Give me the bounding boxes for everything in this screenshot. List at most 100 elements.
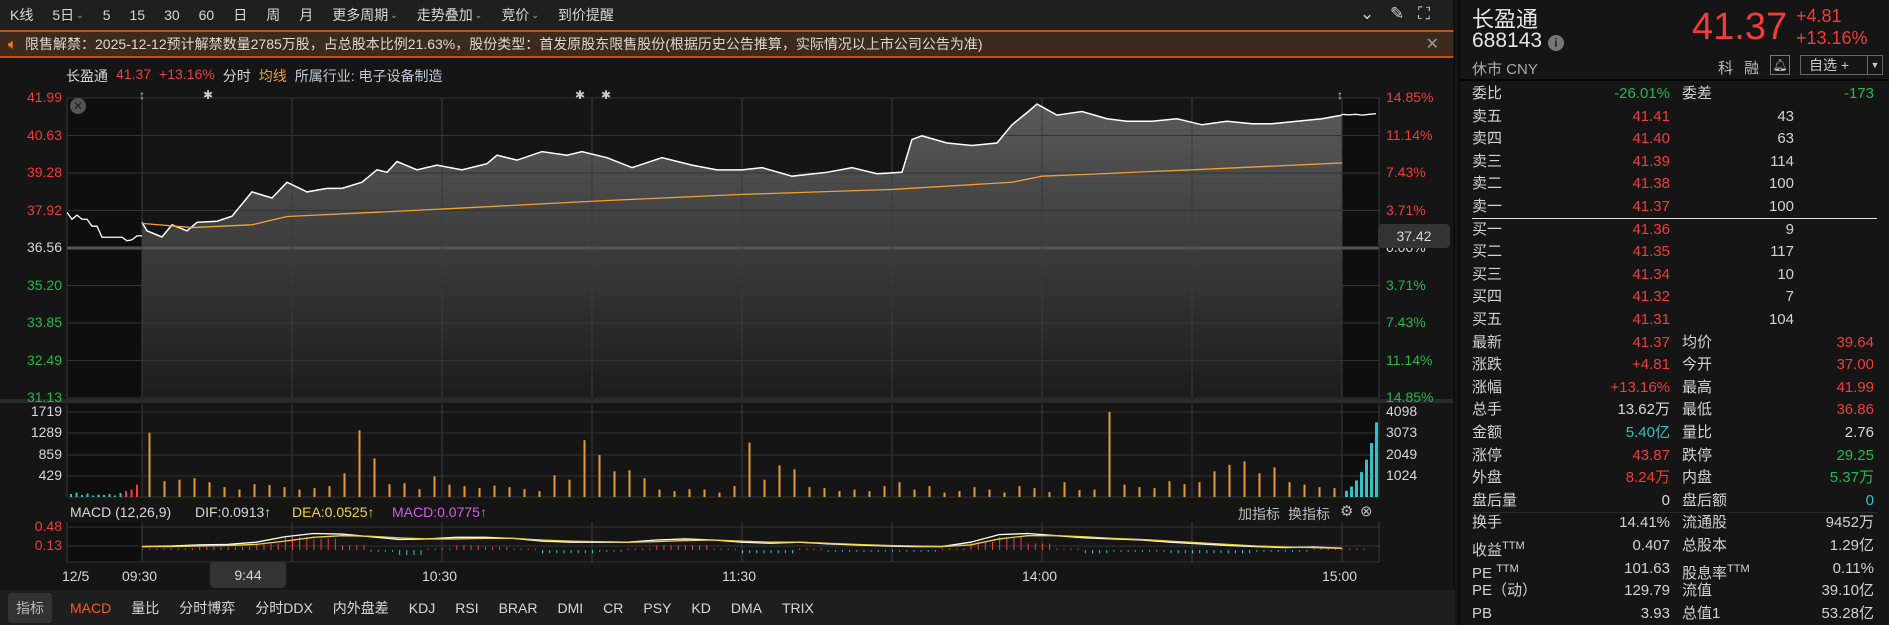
mode-label[interactable]: 分时 <box>222 68 251 84</box>
macd-histogram-bar <box>1220 550 1222 554</box>
post-market-volume-bar <box>1345 490 1348 497</box>
tab-cr[interactable]: CR <box>603 599 624 616</box>
volume-bar <box>1228 464 1231 497</box>
macd-histogram-bar <box>170 548 172 551</box>
watchlist-button[interactable]: 自选 + ▼ <box>1800 55 1883 75</box>
intraday-chart[interactable]: ↕ ✱ ✱ ✱ ↕ ✕ <box>0 0 1455 590</box>
info-icon[interactable]: i <box>1547 35 1564 51</box>
event-marker-icon: ✱ <box>203 88 213 102</box>
toolbar-item[interactable]: 30 <box>164 7 180 23</box>
post-market-price-line <box>1341 113 1377 116</box>
macd-histogram-bar <box>570 550 572 554</box>
macd-histogram-bar <box>1227 550 1229 554</box>
macd-histogram-bar <box>277 543 279 551</box>
chevron-down-icon[interactable]: ⌄ <box>390 9 398 20</box>
macd-histogram-bar <box>1242 550 1243 554</box>
indicator-button[interactable]: 指标 <box>8 592 52 623</box>
macd-histogram-bar <box>1134 550 1136 552</box>
quote-change-pct: +13.16% <box>1796 28 1868 48</box>
macd-histogram-bar <box>656 545 658 551</box>
caret-down-icon[interactable]: ▼ <box>1867 56 1882 74</box>
chevron-down-icon[interactable]: ⌄ <box>76 9 84 20</box>
close-overlay-icon[interactable] <box>70 98 86 114</box>
crosshair-price-label: 37.42 <box>1378 224 1450 248</box>
bell-icon[interactable]: 🔔︎ <box>1770 55 1790 75</box>
macd-histogram-bar <box>1284 550 1286 552</box>
volume-bar <box>1033 488 1036 497</box>
tab-macd[interactable]: MACD <box>70 599 112 616</box>
macd-histogram-bar <box>184 548 186 551</box>
fullscreen-icon[interactable]: ⛶ <box>1418 4 1430 23</box>
stat-row: 涨停 43.87 跌停 29.25 <box>1472 446 1874 464</box>
add-indicator-button[interactable]: 加指标 <box>1238 506 1280 522</box>
price-tick: 36.56 <box>26 239 62 255</box>
toolbar-item[interactable]: 到价提醒 <box>557 7 614 23</box>
macd-histogram-bar <box>1092 550 1093 554</box>
macd-histogram-bar <box>1156 550 1158 552</box>
toolbar-item[interactable]: 月 <box>299 7 314 23</box>
volume-bar <box>268 485 271 497</box>
toolbar-item[interactable]: 5日 <box>52 7 75 23</box>
macd-histogram-bar <box>1013 537 1015 551</box>
volume-bar <box>193 478 196 497</box>
macd-histogram-bar <box>956 548 958 551</box>
macd-histogram-bar <box>1192 550 1193 554</box>
toolbar-item[interactable]: 走势叠加 <box>416 7 473 23</box>
pct-tick: 7.43% <box>1386 314 1426 330</box>
tab-分时博弈[interactable]: 分时博弈 <box>179 599 236 616</box>
circle-chevron-icon[interactable]: ⌄ <box>1360 4 1375 23</box>
volume-bar <box>823 488 826 497</box>
toolbar-item[interactable]: K线 <box>10 7 34 23</box>
macd-value: MACD:0.0775↑ <box>392 504 487 520</box>
macd-histogram-bar <box>1120 550 1122 552</box>
quote-price: 41.37 <box>1692 6 1788 48</box>
tab-kdj[interactable]: KDJ <box>408 599 436 616</box>
volume-bar <box>973 487 976 497</box>
previous-day-volume-area <box>67 404 142 497</box>
avg-line-label[interactable]: 均线 <box>258 68 287 84</box>
chevron-down-icon[interactable]: ⌄ <box>474 9 483 20</box>
macd-histogram-bar <box>692 545 693 551</box>
gear-icon[interactable]: ⚙ <box>1340 503 1354 520</box>
change-indicator-button[interactable]: 换指标 <box>1288 506 1330 522</box>
macd-histogram-bar <box>434 548 436 551</box>
macd-histogram-bar <box>292 537 293 551</box>
close-icon[interactable]: ✕ <box>1425 36 1439 53</box>
tab-内外盘差[interactable]: 内外盘差 <box>332 599 389 616</box>
macd-histogram-bar <box>806 548 808 551</box>
tab-trix[interactable]: TRIX <box>782 599 814 616</box>
toolbar-item[interactable]: 更多周期 <box>332 7 389 23</box>
close-circle-icon[interactable]: ⊗ <box>1360 503 1373 520</box>
volume-tick: 1719 <box>30 403 62 419</box>
volume-bar <box>553 475 556 497</box>
tab-kd[interactable]: KD <box>691 599 711 616</box>
toolbar-item[interactable]: 周 <box>266 7 281 23</box>
tab-量比[interactable]: 量比 <box>131 599 160 616</box>
bid-row: 买二 41.35 117 <box>1472 243 1794 261</box>
macd-histogram-bar <box>834 550 836 552</box>
price-tick: 37.92 <box>26 201 62 218</box>
volume-bar <box>403 483 406 497</box>
macd-histogram-bar <box>792 550 793 554</box>
toolbar-item[interactable]: 5 <box>102 7 111 23</box>
tab-brar[interactable]: BRAR <box>498 599 538 616</box>
tab-rsi[interactable]: RSI <box>455 599 479 616</box>
macd-histogram-bar <box>542 550 543 554</box>
toolbar-item[interactable]: 60 <box>198 7 215 23</box>
volume-bar <box>418 489 421 497</box>
macd-histogram-bar <box>1256 550 1258 552</box>
toolbar-item[interactable]: 15 <box>129 7 146 23</box>
toolbar-item[interactable]: 竞价 <box>501 7 530 23</box>
macd-histogram-bar <box>342 545 343 551</box>
chevron-down-icon[interactable]: ⌄ <box>531 9 539 20</box>
tab-dma[interactable]: DMA <box>730 599 762 616</box>
price-line <box>141 103 1343 238</box>
macd-title: MACD (12,26,9) <box>70 504 172 520</box>
tab-分时ddx[interactable]: 分时DDX <box>255 599 313 616</box>
tab-dmi[interactable]: DMI <box>557 599 584 616</box>
brush-icon[interactable]: ✎ <box>1390 4 1405 23</box>
tab-psy[interactable]: PSY <box>643 599 672 616</box>
volume-bar <box>868 491 871 497</box>
macd-histogram-bar <box>1063 548 1065 551</box>
toolbar-item[interactable]: 日 <box>233 7 248 23</box>
